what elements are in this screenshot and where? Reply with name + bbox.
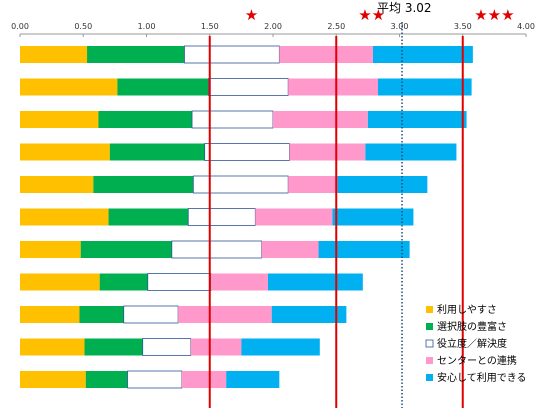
bar-segment: [208, 78, 289, 96]
bar-segment: [87, 46, 185, 63]
x-tick-label: 2.50: [327, 22, 345, 31]
bar-segment: [377, 78, 472, 96]
bar-segment: [187, 208, 256, 226]
star-marker: ★: [245, 6, 258, 24]
bar-segment: [20, 143, 110, 161]
x-tick-label: 0.50: [74, 22, 92, 31]
bar-segment: [288, 78, 378, 96]
bar-segment: [123, 305, 179, 324]
bar-segment: [80, 241, 172, 258]
star-marker: ★★★: [474, 6, 514, 24]
legend-label: 利用しやすさ: [437, 304, 497, 316]
bar-segment: [332, 208, 414, 226]
x-tick-label: 0.00: [11, 22, 29, 31]
bar-segment: [204, 143, 290, 161]
bar-segment: [20, 208, 109, 226]
x-tick-label: 1.50: [201, 22, 219, 31]
legend-swatch: [426, 374, 433, 381]
bar-segment: [365, 143, 457, 161]
legend-label: 安心して利用できる: [437, 371, 527, 384]
bar-segment: [181, 371, 227, 388]
bar-segment: [255, 208, 333, 226]
legend-label: 選択肢の豊富さ: [437, 320, 507, 333]
bar-segment: [127, 370, 183, 389]
x-tick-label: 3.00: [391, 22, 409, 31]
bar-segment: [289, 143, 366, 161]
legend-label: 役立度／解決度: [437, 337, 507, 350]
bar-segment: [190, 338, 242, 356]
legend-swatch: [426, 323, 433, 330]
bar-segment: [20, 241, 81, 258]
bar-segment: [20, 176, 94, 193]
bar-segment: [147, 273, 212, 291]
bar-segment: [273, 111, 368, 128]
bar-segment: [178, 306, 272, 323]
average-label: 平均 3.02: [377, 1, 432, 15]
x-tick-label: 3.50: [454, 22, 472, 31]
bar-segment: [84, 338, 143, 356]
bar-segment: [20, 111, 99, 128]
bar-segment: [226, 371, 280, 388]
bar-segment: [99, 273, 148, 291]
bar-segment: [171, 240, 263, 259]
bar-segment: [267, 273, 363, 291]
bar-segment: [108, 208, 189, 226]
bar-segment: [142, 338, 192, 356]
bar-segment: [20, 306, 80, 323]
bar-segment: [184, 45, 280, 64]
x-tick-label: 4.00: [517, 22, 535, 31]
bar-segment: [271, 306, 347, 323]
bar-segment: [20, 338, 85, 356]
bar-segment: [279, 46, 373, 63]
bar-segment: [93, 176, 194, 193]
bar-segment: [191, 110, 274, 129]
bar-segment: [318, 241, 410, 258]
bar-segment: [20, 78, 118, 96]
bar-segment: [367, 111, 467, 128]
bar-segment: [20, 46, 88, 63]
bar-segment: [211, 273, 268, 291]
bar-segment: [79, 306, 124, 323]
bar-segment: [261, 241, 319, 258]
bar-segment: [372, 46, 473, 63]
bar-segment: [20, 273, 100, 291]
bar-segment: [20, 371, 86, 388]
bar-segment: [117, 78, 209, 96]
bar-segment: [98, 111, 193, 128]
star-marker: ★★: [358, 6, 385, 24]
bar-segment: [192, 175, 289, 194]
legend-swatch: [425, 339, 434, 348]
bar-segment: [109, 143, 205, 161]
bar-segment: [241, 338, 320, 356]
x-tick-label: 2.00: [264, 22, 282, 31]
legend-swatch: [426, 357, 433, 364]
x-tick-label: 1.00: [138, 22, 156, 31]
bar-segment: [85, 371, 128, 388]
legend-label: センターとの連携: [437, 354, 517, 367]
bar-segment: [288, 176, 338, 193]
bar-segment: [337, 176, 428, 193]
legend-swatch: [426, 306, 433, 313]
